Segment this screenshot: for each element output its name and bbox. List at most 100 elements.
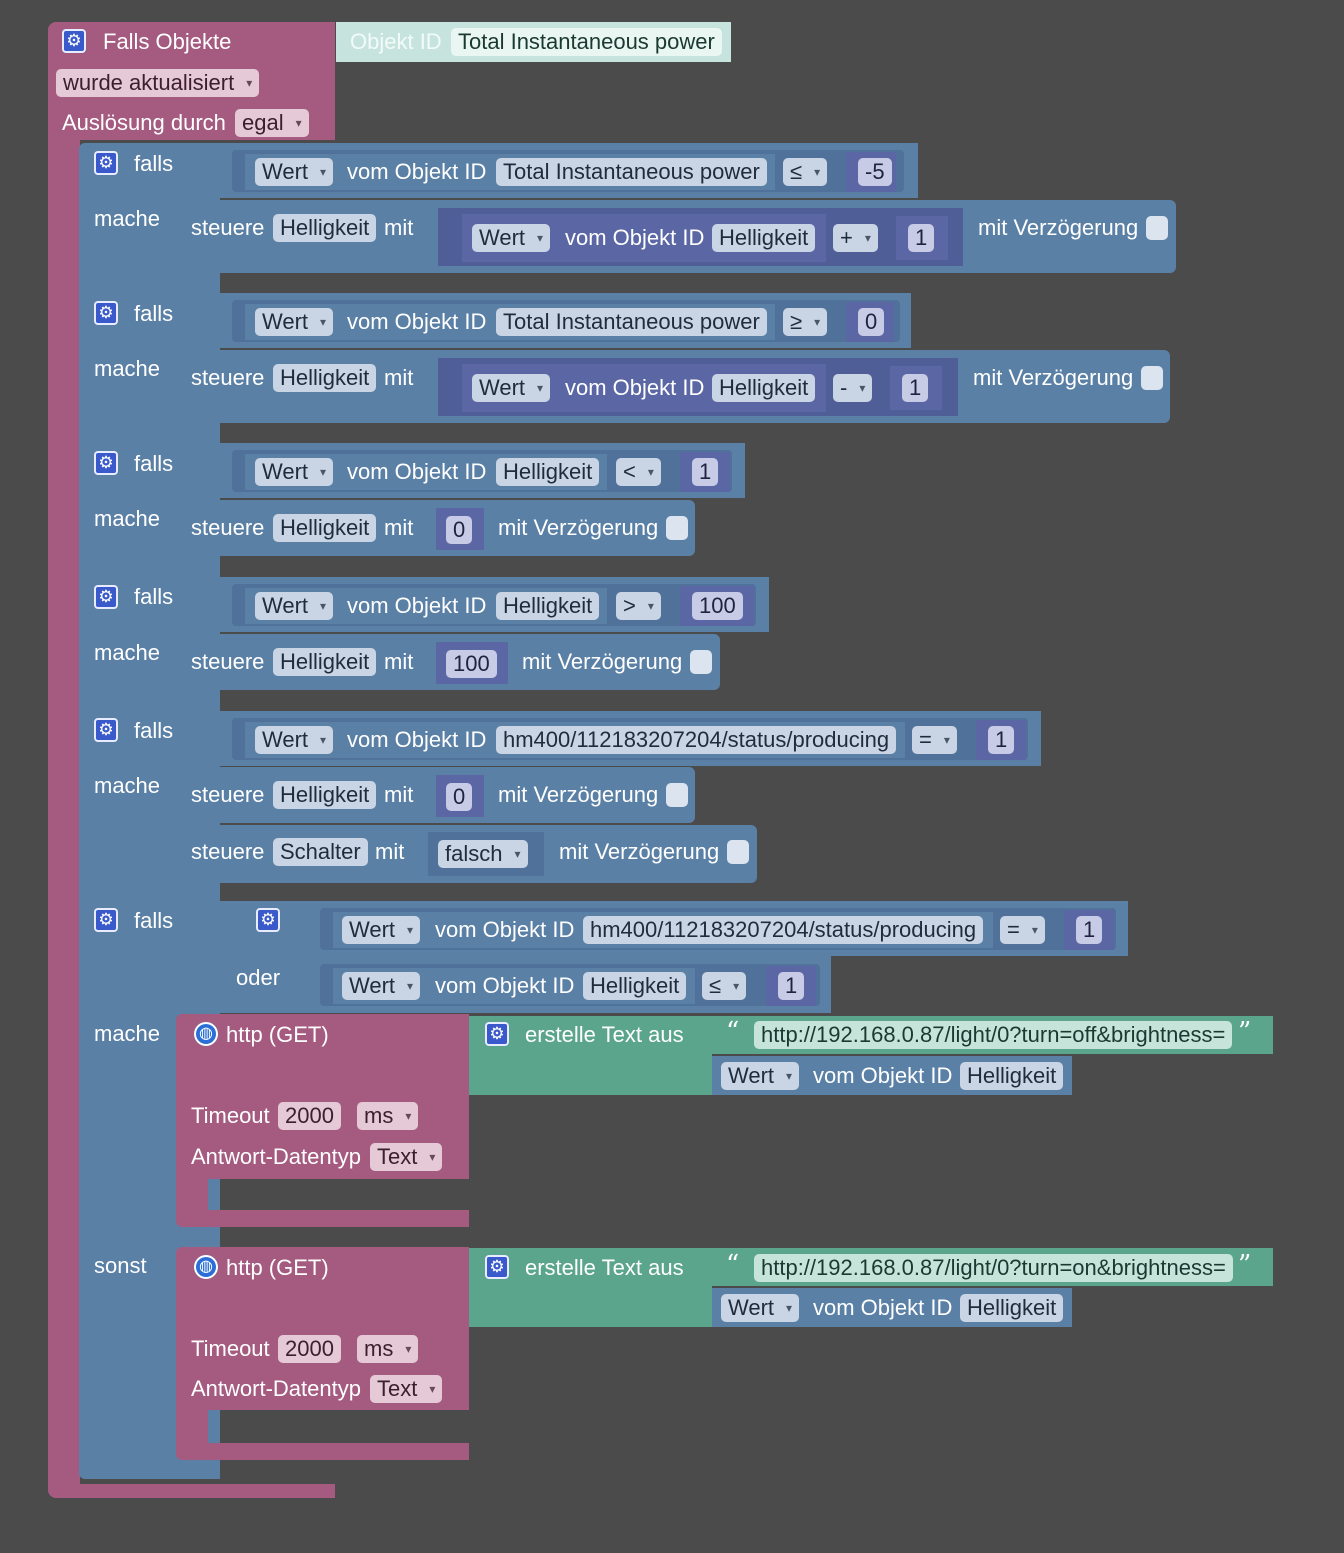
number-field[interactable]: 1 (692, 458, 719, 486)
object-id-label: vom Objekt ID (813, 1295, 953, 1320)
timeout-field[interactable]: 2000 (278, 1335, 341, 1363)
url-text-field[interactable]: http://192.168.0.87/light/0?turn=off&bri… (754, 1021, 1233, 1049)
http-get-label: http (GET) (226, 1022, 329, 1047)
math-operator-dropdown[interactable]: + (833, 224, 878, 252)
gear-icon[interactable]: ⚙ (62, 29, 86, 53)
gear-icon[interactable]: ⚙ (485, 1022, 509, 1046)
timeout-label: Timeout (191, 1336, 270, 1361)
number-field[interactable]: 100 (692, 592, 743, 620)
delay-checkbox[interactable] (1146, 216, 1168, 240)
value-dropdown[interactable]: Wert (721, 1062, 800, 1090)
object-id-label: vom Objekt ID (813, 1063, 953, 1088)
operator-dropdown[interactable]: = (1000, 916, 1045, 944)
text-join-block[interactable] (469, 1248, 712, 1327)
delay-checkbox[interactable] (690, 650, 712, 674)
object-id-field[interactable]: Total Instantaneous power (496, 308, 767, 336)
close-quote-icon: ” (1238, 1250, 1252, 1280)
object-id-label: vom Objekt ID (565, 225, 705, 250)
delay-checkbox[interactable] (666, 516, 688, 540)
gear-icon[interactable]: ⚙ (94, 451, 118, 475)
operator-dropdown[interactable]: ≤ (783, 158, 828, 186)
object-id-field[interactable]: Helligkeit (960, 1294, 1064, 1322)
object-id-value[interactable]: Total Instantaneous power (451, 28, 722, 56)
timeout-unit-dropdown[interactable]: ms (357, 1102, 419, 1130)
target-field[interactable]: Helligkeit (273, 781, 377, 809)
operator-dropdown[interactable]: > (616, 592, 661, 620)
value-dropdown[interactable]: Wert (472, 374, 551, 402)
value-dropdown[interactable]: Wert (721, 1294, 800, 1322)
timeout-field[interactable]: 2000 (278, 1102, 341, 1130)
object-id-field[interactable]: Helligkeit (496, 458, 600, 486)
object-id-field[interactable]: Helligkeit (712, 374, 816, 402)
trigger-by-dropdown[interactable]: egal (235, 109, 309, 137)
delay-label: mit Verzögerung (498, 515, 659, 540)
operator-dropdown[interactable]: = (912, 726, 957, 754)
number-field[interactable]: 1 (1076, 916, 1103, 944)
number-field[interactable]: 0 (858, 308, 885, 336)
object-id-field[interactable]: Total Instantaneous power (496, 158, 767, 186)
object-id-label: vom Objekt ID (347, 727, 487, 752)
delay-label: mit Verzögerung (559, 839, 720, 864)
object-id-field[interactable]: Helligkeit (960, 1062, 1064, 1090)
gear-icon[interactable]: ⚙ (94, 908, 118, 932)
value-dropdown[interactable]: Wert (255, 158, 334, 186)
number-field[interactable]: 100 (446, 650, 497, 678)
number-field[interactable]: -5 (858, 158, 892, 186)
object-id-field[interactable]: Helligkeit (496, 592, 600, 620)
datatype-label: Antwort-Datentyp (191, 1376, 361, 1401)
number-field[interactable]: 1 (908, 224, 935, 252)
gear-icon[interactable]: ⚙ (94, 585, 118, 609)
delay-checkbox[interactable] (666, 783, 688, 807)
url-text-field[interactable]: http://192.168.0.87/light/0?turn=on&brig… (754, 1254, 1233, 1282)
boolean-dropdown[interactable]: falsch (438, 840, 528, 868)
math-operator-dropdown[interactable]: - (833, 374, 873, 402)
target-field[interactable]: Helligkeit (273, 214, 377, 242)
operator-dropdown[interactable]: ≤ (702, 972, 747, 1000)
number-field[interactable]: 1 (778, 972, 805, 1000)
do-label: mache (94, 773, 161, 798)
gear-icon[interactable]: ⚙ (94, 301, 118, 325)
http-get-block-side (176, 1178, 208, 1212)
with-label: mit (384, 782, 414, 807)
value-dropdown[interactable]: Wert (255, 308, 334, 336)
number-field[interactable]: 0 (446, 783, 473, 811)
number-field[interactable]: 1 (902, 374, 929, 402)
delay-checkbox[interactable] (727, 840, 749, 864)
value-dropdown[interactable]: Wert (472, 224, 551, 252)
value-dropdown[interactable]: Wert (342, 916, 421, 944)
number-field[interactable]: 0 (446, 516, 473, 544)
target-field[interactable]: Helligkeit (273, 514, 377, 542)
gear-icon[interactable]: ⚙ (256, 908, 280, 932)
http-get-block-footer (176, 1210, 469, 1227)
value-dropdown[interactable]: Wert (255, 592, 334, 620)
event-dropdown[interactable]: wurde aktualisiert (56, 69, 260, 97)
object-id-field[interactable]: Helligkeit (583, 972, 687, 1000)
value-dropdown[interactable]: Wert (255, 458, 334, 486)
datatype-dropdown[interactable]: Text (370, 1375, 443, 1403)
delay-label: mit Verzögerung (522, 649, 683, 674)
gear-icon[interactable]: ⚙ (94, 151, 118, 175)
object-id-field[interactable]: Helligkeit (712, 224, 816, 252)
target-field[interactable]: Schalter (273, 838, 368, 866)
object-id-field[interactable]: hm400/112183207204/status/producing (583, 916, 984, 944)
if-label: falls (134, 908, 174, 933)
number-field[interactable]: 1 (988, 726, 1015, 754)
datatype-dropdown[interactable]: Text (370, 1143, 443, 1171)
timeout-unit-dropdown[interactable]: ms (357, 1335, 419, 1363)
control-block[interactable] (176, 500, 695, 556)
text-join-block[interactable] (469, 1016, 712, 1095)
control-label: steuere (191, 515, 265, 540)
target-field[interactable]: Helligkeit (273, 364, 377, 392)
object-id-field[interactable]: hm400/112183207204/status/producing (496, 726, 897, 754)
operator-dropdown[interactable]: ≥ (783, 308, 828, 336)
globe-icon: ◍ (194, 1022, 218, 1046)
value-dropdown[interactable]: Wert (255, 726, 334, 754)
gear-icon[interactable]: ⚙ (485, 1255, 509, 1279)
operator-dropdown[interactable]: < (616, 458, 661, 486)
target-field[interactable]: Helligkeit (273, 648, 377, 676)
control-block[interactable] (176, 767, 695, 823)
close-quote-icon: ” (1238, 1017, 1252, 1047)
delay-checkbox[interactable] (1141, 366, 1163, 390)
gear-icon[interactable]: ⚙ (94, 718, 118, 742)
value-dropdown[interactable]: Wert (342, 972, 421, 1000)
